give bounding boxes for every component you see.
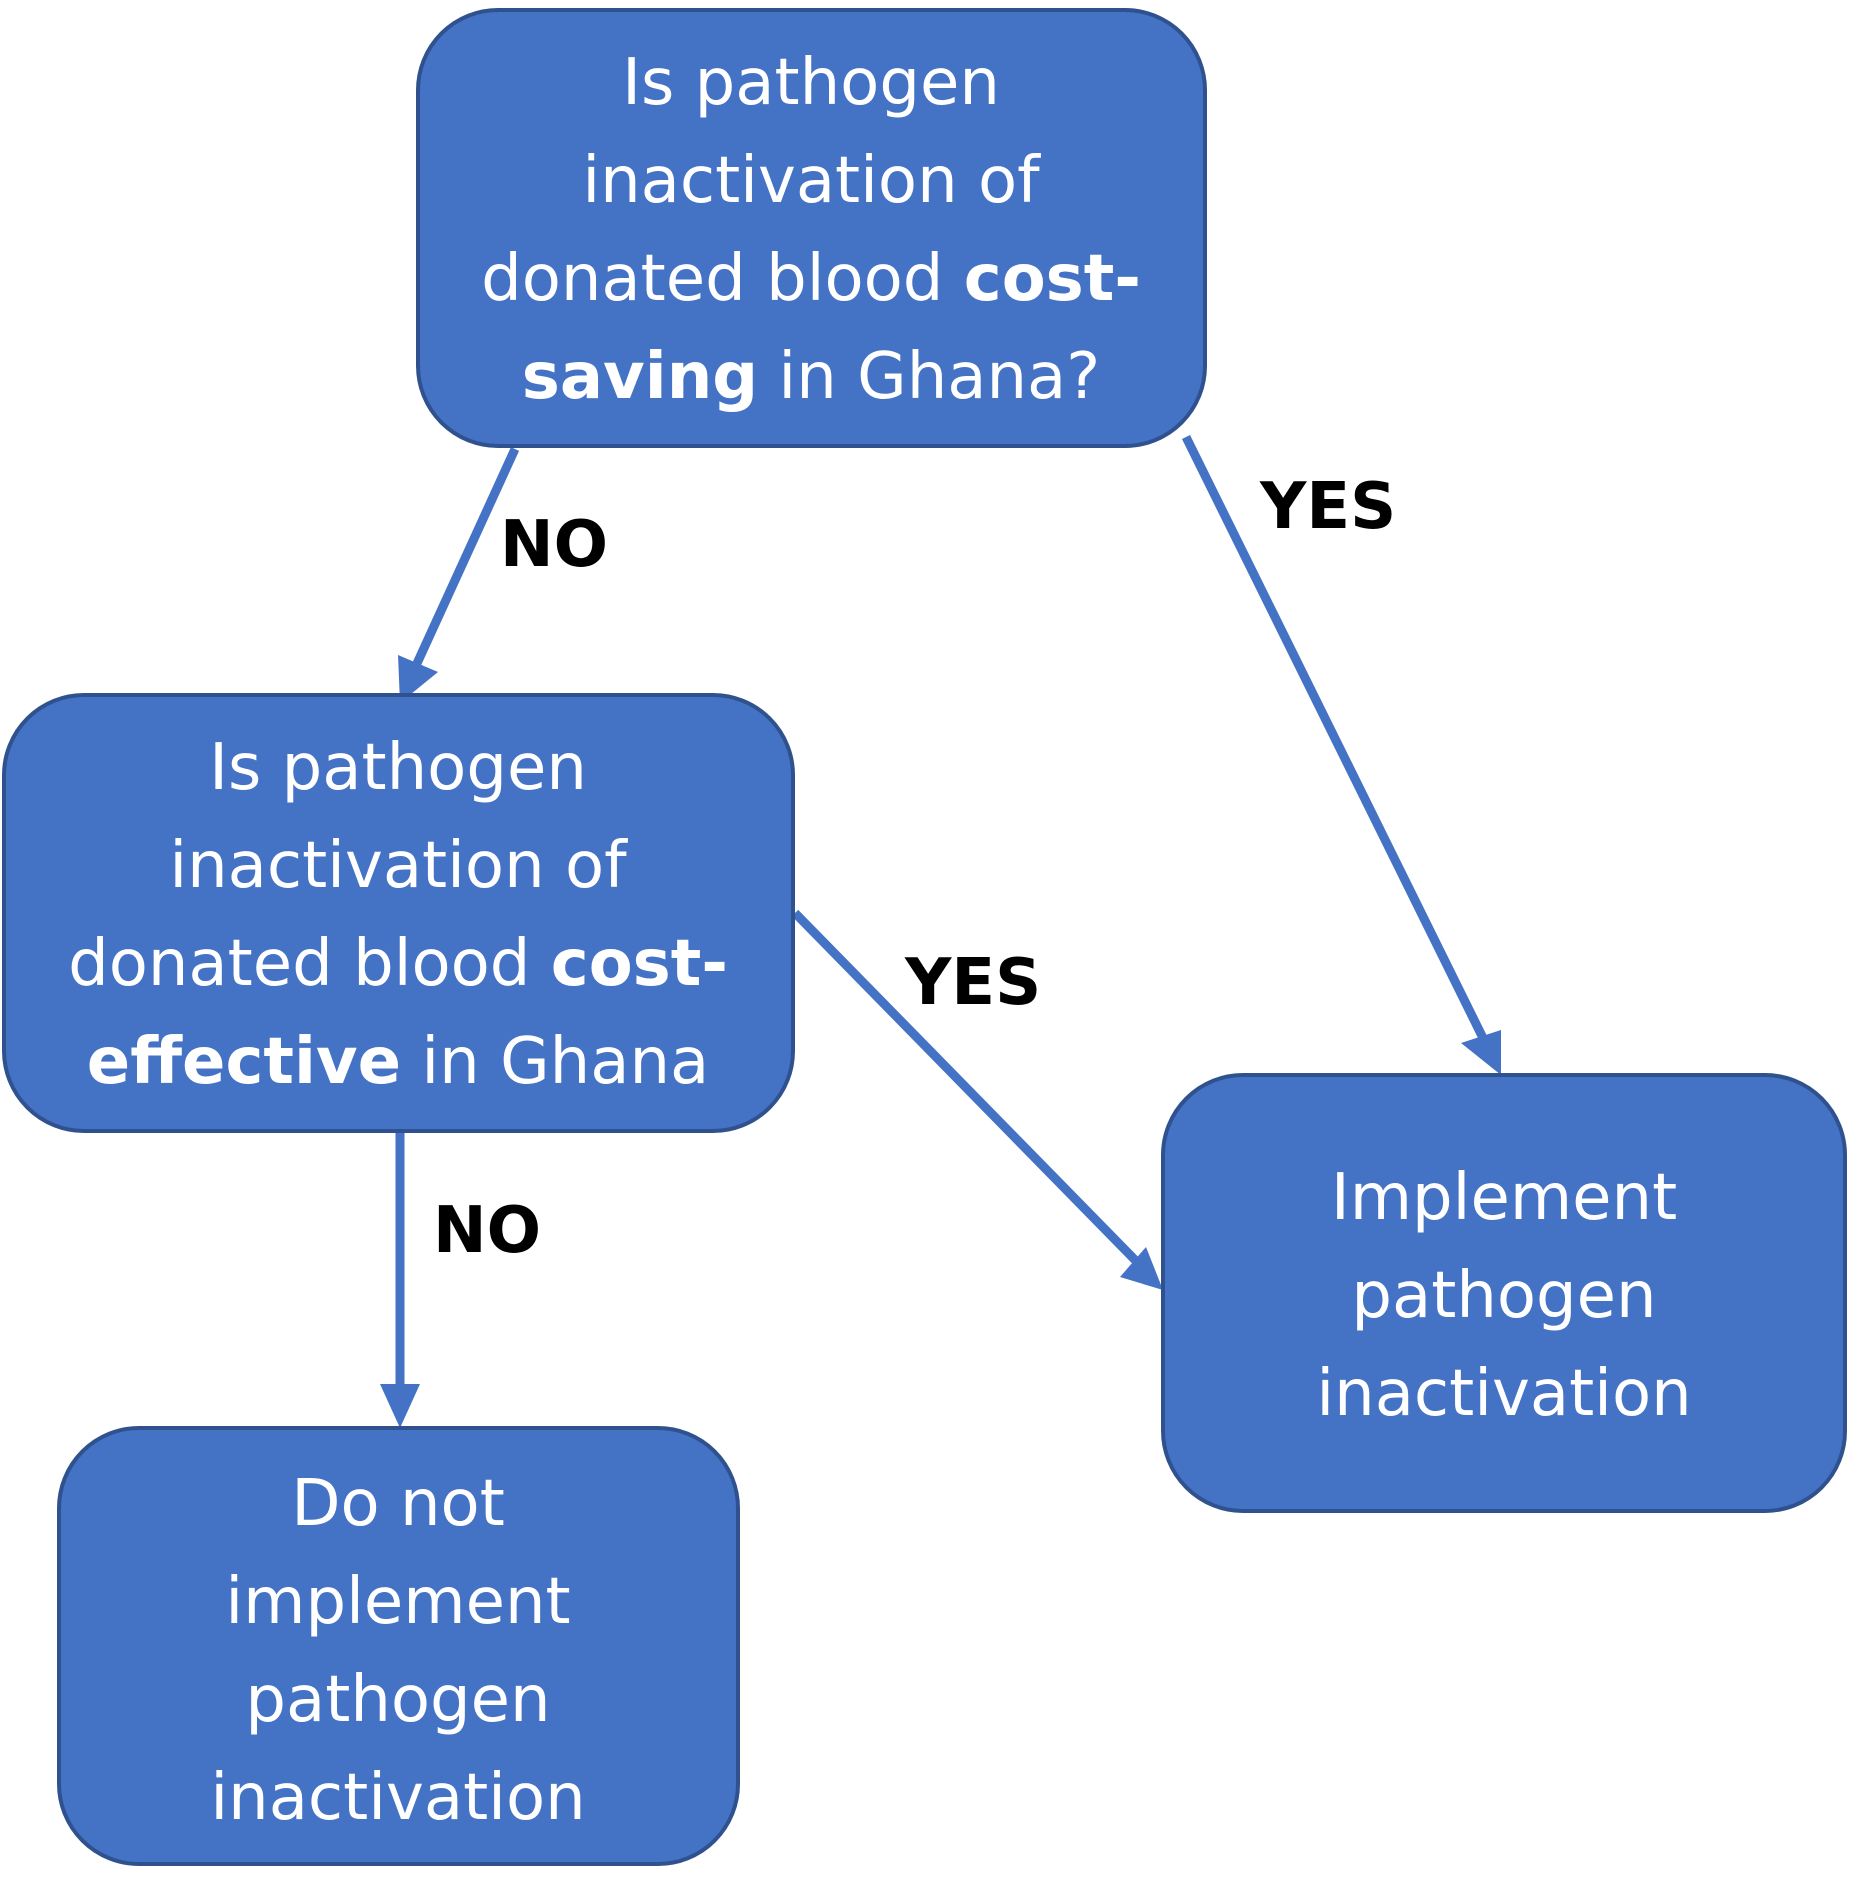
node-cost-saving-question-box — [416, 8, 1207, 448]
edge-effective-yes-label: YES — [904, 946, 1041, 1020]
node-text-line: donated blood cost- — [68, 927, 728, 1001]
node-text-run: pathogen — [245, 1663, 550, 1737]
edge-saving-yes-label: YES — [1259, 470, 1396, 544]
edge-saving-yes-arrowhead — [1461, 1030, 1501, 1075]
edge-effective-no-label: NO — [433, 1194, 541, 1268]
node-text-bold-run: saving — [522, 340, 758, 414]
node-text-line: inactivation — [210, 1761, 585, 1835]
node-text-line: inactivation of — [582, 144, 1041, 218]
node-do-not-implement-box — [57, 1426, 740, 1866]
node-text-run: in Ghana — [401, 1025, 709, 1099]
node-cost-saving-question: Is pathogen inactivation of donated blood … — [416, 8, 1207, 448]
edge-effective-yes-line — [791, 909, 1141, 1266]
node-text-run: Do not — [291, 1467, 505, 1541]
node-text-bold-run: cost- — [551, 927, 728, 1001]
node-text-line: inactivation of — [169, 829, 628, 903]
node-cost-effective-question-text: Is pathogen inactivation of donated blood … — [68, 731, 728, 1099]
node-text-line: pathogen — [1351, 1259, 1656, 1333]
node-text-line: Do not — [291, 1467, 505, 1541]
node-text-run: inactivation — [210, 1761, 585, 1835]
node-text-line: effective in Ghana — [87, 1025, 709, 1099]
node-text-line: pathogen — [245, 1663, 550, 1737]
node-text-run: donated blood — [481, 242, 964, 316]
node-text-line: Implement — [1331, 1161, 1677, 1235]
edge-saving-no-line — [409, 447, 520, 672]
node-text-run: Is pathogen — [209, 731, 587, 805]
edge-effective-no: NO — [380, 1131, 541, 1428]
node-text-run: in Ghana? — [758, 340, 1100, 414]
edge-effective-yes: YES — [791, 909, 1163, 1290]
edge-saving-yes-line — [1181, 435, 1488, 1040]
node-implement-box — [1161, 1073, 1847, 1513]
node-text-bold-run: cost- — [964, 242, 1141, 316]
node-text-line: inactivation — [1316, 1357, 1691, 1431]
node-text-line: implement — [225, 1565, 570, 1639]
node-text-line: Is pathogen — [622, 46, 1000, 120]
edge-saving-no-label: NO — [500, 508, 608, 582]
node-text-run: inactivation of — [169, 829, 628, 903]
node-text-bold-run: effective — [87, 1025, 401, 1099]
edge-saving-no: NO — [398, 447, 608, 703]
node-do-not-implement-text: Do not implement pathogen inactivation — [210, 1467, 585, 1835]
edge-saving-no-arrowhead — [398, 655, 438, 703]
node-do-not-implement: Do not implement pathogen inactivation — [57, 1426, 740, 1866]
node-text-run: Is pathogen — [622, 46, 1000, 120]
node-text-run: donated blood — [68, 927, 551, 1001]
node-cost-effective-question: Is pathogen inactivation of donated blood … — [2, 693, 795, 1133]
node-text-line: saving in Ghana? — [522, 340, 1100, 414]
node-text-run: inactivation of — [582, 144, 1041, 218]
edge-effective-yes-arrowhead — [1120, 1247, 1163, 1290]
node-text-run: implement — [225, 1565, 570, 1639]
node-text-run: Implement — [1331, 1161, 1677, 1235]
node-text-line: donated blood cost- — [481, 242, 1141, 316]
node-implement-text: Implement pathogen inactivation — [1316, 1161, 1691, 1431]
node-cost-saving-question-text: Is pathogen inactivation of donated blood … — [481, 46, 1141, 414]
node-text-run: pathogen — [1351, 1259, 1656, 1333]
node-cost-effective-question-box — [2, 693, 795, 1133]
edge-effective-no-arrowhead — [380, 1384, 420, 1428]
node-implement: Implement pathogen inactivation — [1161, 1073, 1847, 1513]
node-text-run: inactivation — [1316, 1357, 1691, 1431]
edge-saving-yes: YES — [1181, 435, 1501, 1075]
node-text-line: Is pathogen — [209, 731, 587, 805]
